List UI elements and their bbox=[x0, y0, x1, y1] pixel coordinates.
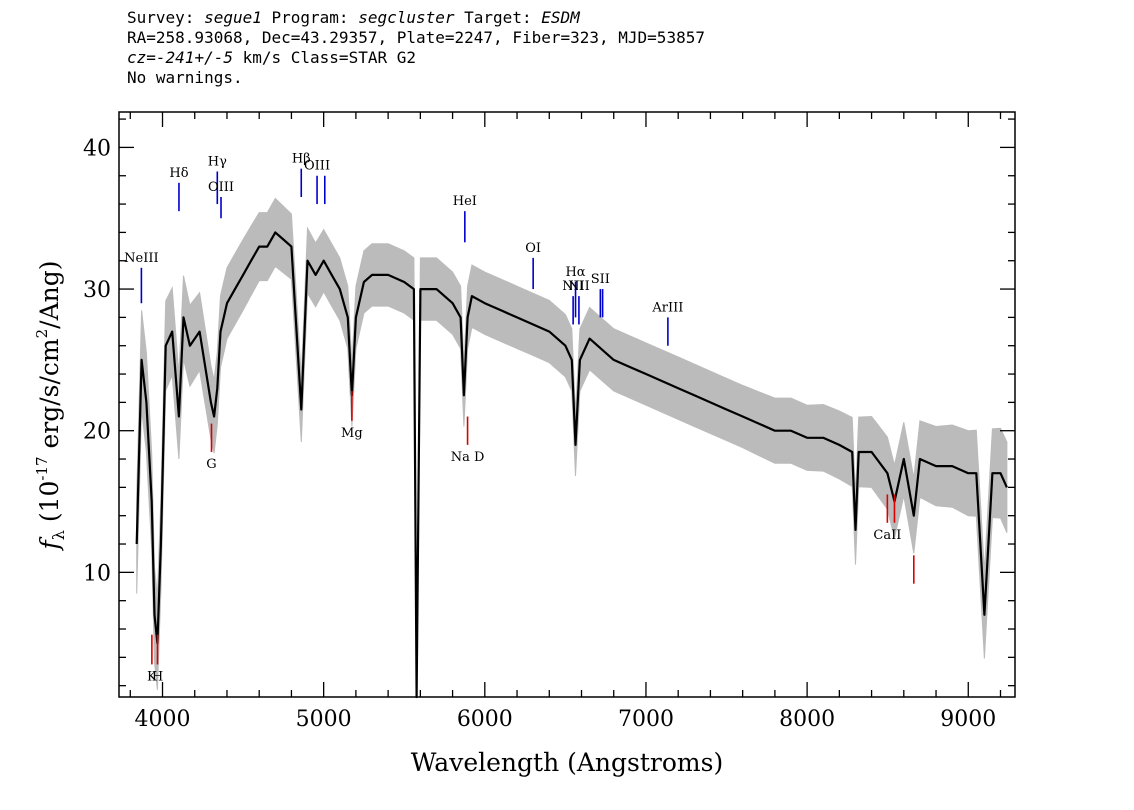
flux-line bbox=[135, 231, 1008, 699]
emission-line-label: Hγ bbox=[208, 154, 227, 169]
x-axis-label: Wavelength (Angstroms) bbox=[411, 748, 723, 777]
survey-label: Survey: bbox=[127, 8, 205, 27]
emission-line-label: Hβ bbox=[292, 152, 311, 167]
x-tick-label: 6000 bbox=[457, 707, 513, 732]
emission-line-label: NeIII bbox=[124, 251, 158, 266]
header-line-redshift: cz=-241+/-5 km/s Class=STAR G2 bbox=[127, 48, 705, 68]
error-band bbox=[136, 197, 1008, 698]
plot-frame bbox=[118, 111, 1016, 698]
y-axis-label: fλ (10-17 erg/s/cm2/Ang) bbox=[33, 260, 68, 551]
emission-line-label: SII bbox=[591, 272, 610, 287]
emission-line-label: NII bbox=[568, 279, 590, 294]
survey-value: segue1 bbox=[204, 8, 262, 27]
target-value: ESDM bbox=[541, 8, 580, 27]
y-tick-label: 10 bbox=[83, 561, 111, 586]
class-text: km/s Class=STAR G2 bbox=[232, 48, 416, 67]
absorption-line-label: Na D bbox=[451, 450, 485, 465]
y-tick-labels: 10 20 30 40 bbox=[83, 136, 111, 586]
emission-line-label: OI bbox=[525, 241, 541, 256]
x-tick-label: 9000 bbox=[940, 707, 996, 732]
axis-ticks bbox=[119, 112, 1015, 697]
target-label: Target: bbox=[454, 8, 542, 27]
x-tick-label: 5000 bbox=[296, 707, 352, 732]
error-band-layer bbox=[136, 197, 1008, 698]
program-value: segcluster bbox=[358, 8, 455, 27]
emission-line-label: NII bbox=[562, 279, 584, 294]
y-tick-label: 30 bbox=[83, 278, 111, 303]
x-tick-label: 7000 bbox=[618, 707, 674, 732]
x-tick-label: 8000 bbox=[779, 707, 835, 732]
emission-line-label: ArIII bbox=[651, 300, 683, 315]
program-label: Program: bbox=[261, 8, 359, 27]
absorption-line-label: K bbox=[147, 669, 157, 684]
emission-line-label: HeI bbox=[453, 194, 477, 209]
absorption-line-label: G bbox=[206, 457, 216, 472]
y-tick-label: 20 bbox=[83, 420, 111, 445]
header-line-survey: Survey: segue1 Program: segcluster Targe… bbox=[127, 8, 705, 28]
spectrum-header: Survey: segue1 Program: segcluster Targe… bbox=[127, 8, 705, 88]
emission-line-label: Hδ bbox=[169, 166, 188, 181]
flux-line-layer bbox=[135, 231, 1008, 699]
emission-line-label: Hα bbox=[565, 265, 585, 280]
y-tick-label: 40 bbox=[83, 136, 111, 161]
absorption-line-label: Mg bbox=[341, 426, 363, 441]
emission-line-label: OIII bbox=[208, 180, 234, 195]
x-tick-label: 4000 bbox=[135, 707, 191, 732]
cz-label: cz= bbox=[127, 48, 156, 67]
header-line-coords: RA=258.93068, Dec=43.29357, Plate=2247, … bbox=[127, 28, 705, 47]
x-tick-labels: 4000 5000 6000 7000 8000 9000 bbox=[135, 707, 997, 732]
emission-line-label: OIII bbox=[304, 159, 330, 174]
absorption-line-label: CaII bbox=[873, 528, 901, 543]
cz-value: -241+/-5 bbox=[155, 48, 233, 67]
header-line-warnings: No warnings. bbox=[127, 68, 243, 87]
absorption-line-label: H bbox=[152, 669, 163, 684]
